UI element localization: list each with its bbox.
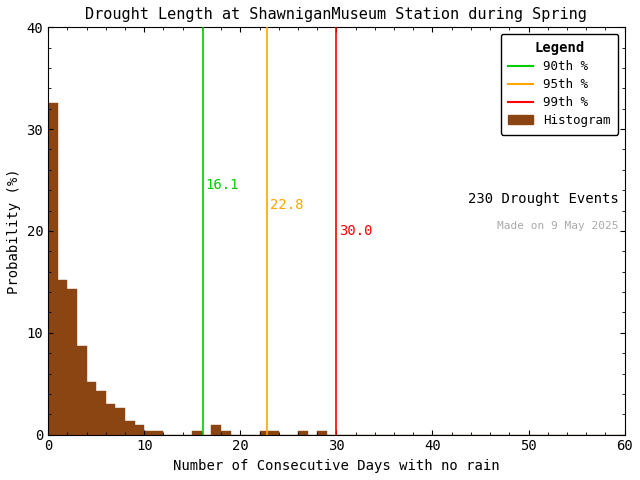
- Bar: [211, 425, 221, 434]
- Bar: [192, 431, 202, 434]
- Text: Made on 9 May 2025: Made on 9 May 2025: [497, 221, 619, 231]
- Bar: [86, 382, 96, 434]
- Bar: [154, 431, 163, 434]
- Bar: [221, 431, 230, 434]
- Bar: [144, 431, 154, 434]
- Bar: [125, 421, 134, 434]
- Bar: [259, 431, 269, 434]
- Bar: [106, 404, 115, 434]
- Y-axis label: Probability (%): Probability (%): [7, 168, 21, 294]
- Bar: [134, 425, 144, 434]
- Bar: [115, 408, 125, 434]
- Bar: [48, 103, 58, 434]
- Text: 22.8: 22.8: [270, 199, 303, 213]
- Bar: [58, 280, 67, 434]
- Title: Drought Length at ShawniganMuseum Station during Spring: Drought Length at ShawniganMuseum Statio…: [86, 7, 588, 22]
- Text: 16.1: 16.1: [205, 178, 239, 192]
- Legend: 90th %, 95th %, 99th %, Histogram: 90th %, 95th %, 99th %, Histogram: [501, 34, 618, 134]
- Bar: [298, 431, 308, 434]
- Bar: [77, 346, 86, 434]
- Bar: [317, 431, 327, 434]
- Bar: [96, 391, 106, 434]
- Bar: [269, 431, 279, 434]
- X-axis label: Number of Consecutive Days with no rain: Number of Consecutive Days with no rain: [173, 459, 500, 473]
- Bar: [67, 289, 77, 434]
- Text: 30.0: 30.0: [339, 224, 372, 238]
- Text: 230 Drought Events: 230 Drought Events: [468, 192, 619, 206]
